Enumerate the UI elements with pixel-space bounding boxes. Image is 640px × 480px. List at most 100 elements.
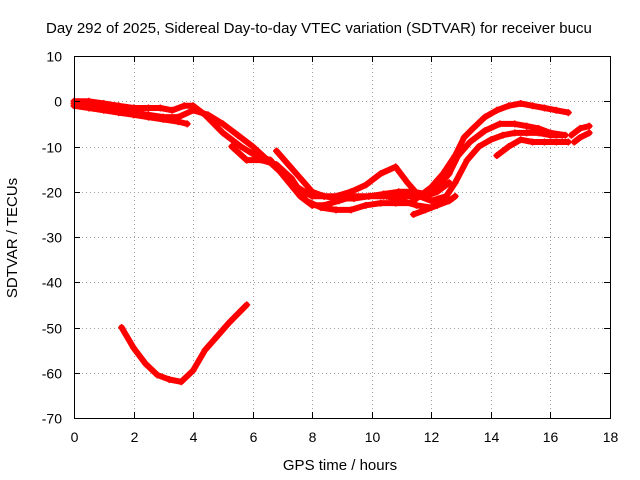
data-point xyxy=(228,143,236,150)
data-point xyxy=(219,129,227,137)
data-point xyxy=(383,192,391,200)
data-point xyxy=(141,360,149,368)
data-point xyxy=(540,104,548,112)
data-point xyxy=(552,138,560,146)
data-point xyxy=(404,179,412,187)
data-point xyxy=(189,366,197,374)
data-point xyxy=(249,143,257,150)
data-point xyxy=(287,174,295,182)
data-point xyxy=(475,143,483,150)
data-point xyxy=(466,138,474,146)
grid xyxy=(74,56,610,418)
data-point xyxy=(243,301,251,309)
data-point xyxy=(481,113,489,121)
data-point xyxy=(168,106,176,114)
data-point xyxy=(523,122,531,130)
series-group xyxy=(70,97,593,386)
data-point xyxy=(398,197,406,205)
data-point xyxy=(335,195,343,203)
data-point xyxy=(237,143,245,150)
data-point xyxy=(115,109,123,117)
data-point xyxy=(445,170,453,178)
data-point xyxy=(564,138,572,146)
data-point xyxy=(130,344,138,352)
data-point xyxy=(552,106,560,114)
x-tick-label: 8 xyxy=(309,429,317,445)
data-point xyxy=(118,324,126,331)
data-point xyxy=(529,102,537,110)
data-point xyxy=(505,143,513,150)
x-tick-label: 16 xyxy=(543,429,559,445)
data-point xyxy=(174,118,182,126)
data-point xyxy=(317,204,325,212)
data-point xyxy=(272,147,280,155)
data-point xyxy=(159,115,167,123)
data-point xyxy=(332,206,340,214)
data-point xyxy=(454,152,462,160)
data-point xyxy=(493,152,501,160)
data-point xyxy=(585,122,593,130)
y-tick-label: -10 xyxy=(42,140,62,156)
data-series-line xyxy=(71,100,450,204)
data-point xyxy=(213,333,221,341)
data-point xyxy=(225,319,233,327)
y-tick-label: -30 xyxy=(42,230,62,246)
data-point xyxy=(180,102,188,110)
data-point xyxy=(433,201,441,209)
x-tick-label: 2 xyxy=(131,429,139,445)
x-tick-label: 0 xyxy=(71,429,79,445)
tick-labels: 0 2 4 6 8 10 12 14 16 18 -70 -60 -50 -40 -30 -20 -10 0 10 xyxy=(42,49,619,446)
data-point xyxy=(302,197,310,205)
data-point xyxy=(204,111,212,119)
data-point xyxy=(535,129,543,137)
data-point xyxy=(392,163,400,171)
data-point xyxy=(153,371,161,379)
data-point xyxy=(451,179,459,187)
data-point xyxy=(546,131,554,139)
data-point xyxy=(576,124,584,132)
chart-title: Day 292 of 2025, Sidereal Day-to-day VTE… xyxy=(46,20,592,37)
data-point xyxy=(165,376,173,384)
x-tick-label: 6 xyxy=(250,429,258,445)
data-point xyxy=(296,174,304,182)
data-point xyxy=(427,197,435,205)
y-tick-label: 10 xyxy=(46,49,62,65)
data-point xyxy=(395,188,403,196)
data-point xyxy=(350,195,358,203)
data-point xyxy=(183,120,191,128)
axis-ticks xyxy=(74,56,611,419)
data-point xyxy=(234,131,242,139)
y-tick-label: -50 xyxy=(42,321,62,337)
y-tick-label: -40 xyxy=(42,275,62,291)
data-point xyxy=(156,104,164,112)
data-point xyxy=(412,201,420,209)
data-point xyxy=(463,156,471,164)
data-point xyxy=(421,206,429,214)
data-point xyxy=(130,111,138,119)
data-point xyxy=(481,127,489,135)
data-point xyxy=(567,131,575,139)
data-point xyxy=(451,192,459,200)
data-point xyxy=(409,188,417,196)
y-tick-label: 0 xyxy=(54,94,62,110)
data-point xyxy=(523,129,531,137)
data-point xyxy=(505,102,513,110)
x-tick-label: 12 xyxy=(424,429,440,445)
data-point xyxy=(284,161,292,169)
data-point xyxy=(499,131,507,139)
y-tick-label: -20 xyxy=(42,185,62,201)
y-tick-label: -70 xyxy=(42,411,62,427)
data-point xyxy=(529,138,537,146)
data-point xyxy=(177,378,185,386)
data-point xyxy=(144,104,152,112)
data-point xyxy=(201,346,209,354)
data-point xyxy=(85,104,93,112)
data-point xyxy=(243,156,251,164)
x-tick-label: 10 xyxy=(365,429,381,445)
data-point xyxy=(377,170,385,178)
data-point xyxy=(517,136,525,144)
data-point xyxy=(487,136,495,144)
data-point xyxy=(308,188,316,196)
